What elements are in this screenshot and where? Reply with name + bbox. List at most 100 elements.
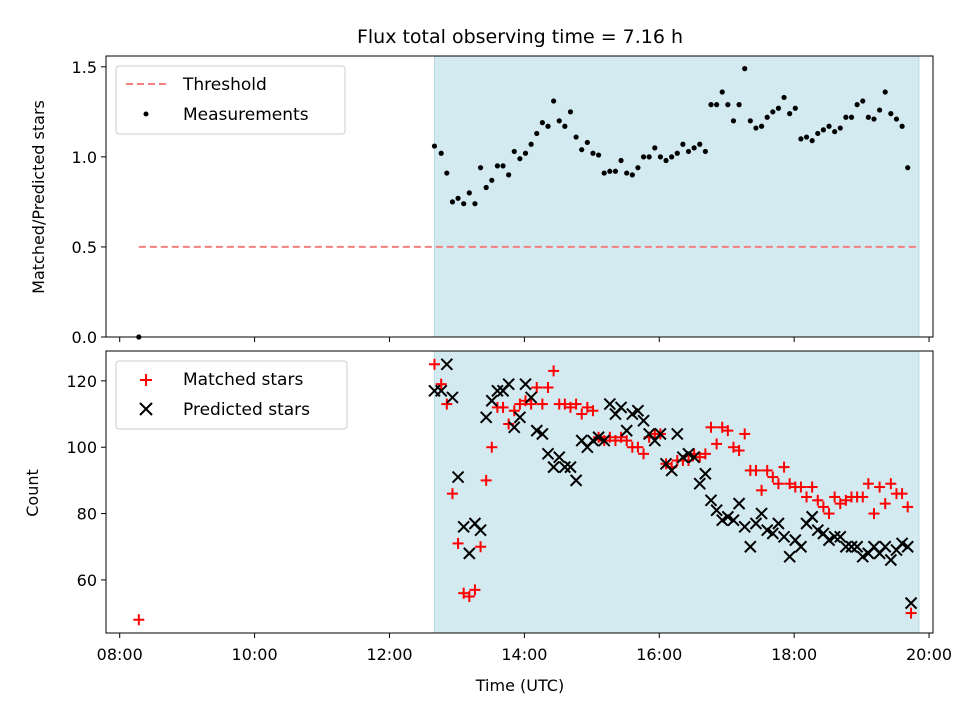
measurements-point [680,141,686,147]
legend-matched-swatch [140,374,152,386]
predicted-stars-point [440,358,454,371]
predicted-stars-point [749,517,763,530]
measurements-point [669,154,675,160]
measurements-point [815,130,821,137]
top-panel: 0.0 0.5 1.0 1.5 Flux total observing time =… [29,26,934,347]
predicted-stars-point [693,477,706,490]
measurements-point [562,123,568,129]
measurements-point [893,116,900,122]
predicted-stars-point [845,540,858,553]
measurements-point [753,125,759,131]
matched-stars-point [615,431,627,443]
measurements-point [579,147,585,153]
measurements-point [792,105,798,111]
matched-stars-point [621,435,633,447]
top-axis-ticks: 0.0 0.5 1.0 1.5 [72,58,930,347]
predicted-stars-point [732,497,746,510]
measurements-point [888,111,894,117]
legend-measurements-swatch [143,111,149,117]
predicted-stars-point [434,384,448,398]
predicted-stars-point [603,397,617,411]
predicted-stars-point [704,494,718,507]
legend-matched-label: Matched stars [183,370,303,390]
matched-stars-point [531,381,543,393]
predicted-stars-point [721,510,735,524]
matched-stars-point [705,421,717,433]
measurements-point [742,66,748,72]
measurements-point [612,168,619,174]
bottom-axis-ticks: 60 80 100 120 08:00 10:00 12:00 14:00 16:00 18:00… [66,372,952,664]
matched-stars-point [133,614,145,626]
matched-stars-point [857,491,869,503]
predicted-stars-point [446,391,459,404]
measurements-point [758,123,765,129]
measurements-point [691,145,697,151]
predicted-stars-point [783,550,796,563]
measurements-point [843,114,849,120]
measurements-point [646,154,652,160]
predicted-stars-point [760,523,774,537]
matched-stars-point [711,438,723,450]
x-tick-label: 10:00 [232,645,278,664]
top-y-tick-label: 1.0 [72,148,97,167]
measurements-point [438,150,444,156]
matched-stars-point [559,398,571,410]
matched-stars-point [868,508,880,520]
predicted-stars-point [547,460,560,474]
measurements-point [714,102,720,108]
x-tick-label: 12:00 [366,645,412,664]
legend-predicted-label: Predicted stars [183,400,310,420]
predicted-stars-point [508,421,521,434]
matched-stars-point [750,464,762,476]
matched-stars-point [581,401,593,413]
top-legend: Threshold Measurements [115,65,346,135]
matched-stars-point [632,441,644,453]
measurements-point [431,143,438,149]
measurements-point [820,127,827,133]
measurements-point [466,190,472,196]
matched-stars-point [879,498,891,510]
predicted-stars-point [777,530,791,543]
matched-stars-point [862,478,874,490]
measurements-point [882,89,888,95]
measurements-point [730,118,737,124]
measurements-point [472,201,478,207]
matched-stars-point [564,401,576,413]
predicted-stars-point [744,540,757,553]
measurements-point [500,163,506,169]
predicted-stars-point [451,470,465,484]
matched-stars-point [767,471,779,483]
bottom-y-axis-label: Count [23,469,42,517]
measurements-point [905,165,911,171]
measurements-point [871,116,877,122]
bottom-axes-frame [105,350,934,634]
top-legend-box [115,65,346,135]
matched-stars-point [905,607,917,619]
top-y-tick-label: 1.5 [72,58,97,77]
predicted-stars-point [592,431,605,444]
measurements-point [522,150,529,156]
predicted-stars-point [699,467,712,480]
matched-stars-point [525,398,537,410]
bottom-x-axis-label: Time (UTC) [475,676,564,695]
bottom-observing-window-shade [433,350,920,634]
matched-stars-point [446,488,458,500]
measurements-point [635,165,641,171]
measurements-point [556,118,562,124]
predicted-stars-point [479,411,493,424]
bot-y-tick-label: 120 [66,372,97,391]
predicted-stars-point [676,450,690,464]
predicted-stars-point [811,523,824,537]
x-tick-label: 08:00 [97,645,143,664]
measurements-point [629,172,635,178]
predicted-stars-point [637,414,650,427]
measurements-point [590,150,596,156]
matched-stars-point [452,537,464,549]
measurements-point [848,114,855,120]
predicted-stars-point [474,523,487,537]
measurements-point [775,105,782,111]
matched-stars-point [772,478,784,490]
matched-stars-point [885,478,897,490]
matched-stars-point [829,491,841,503]
predicted-stars-point [895,537,909,550]
